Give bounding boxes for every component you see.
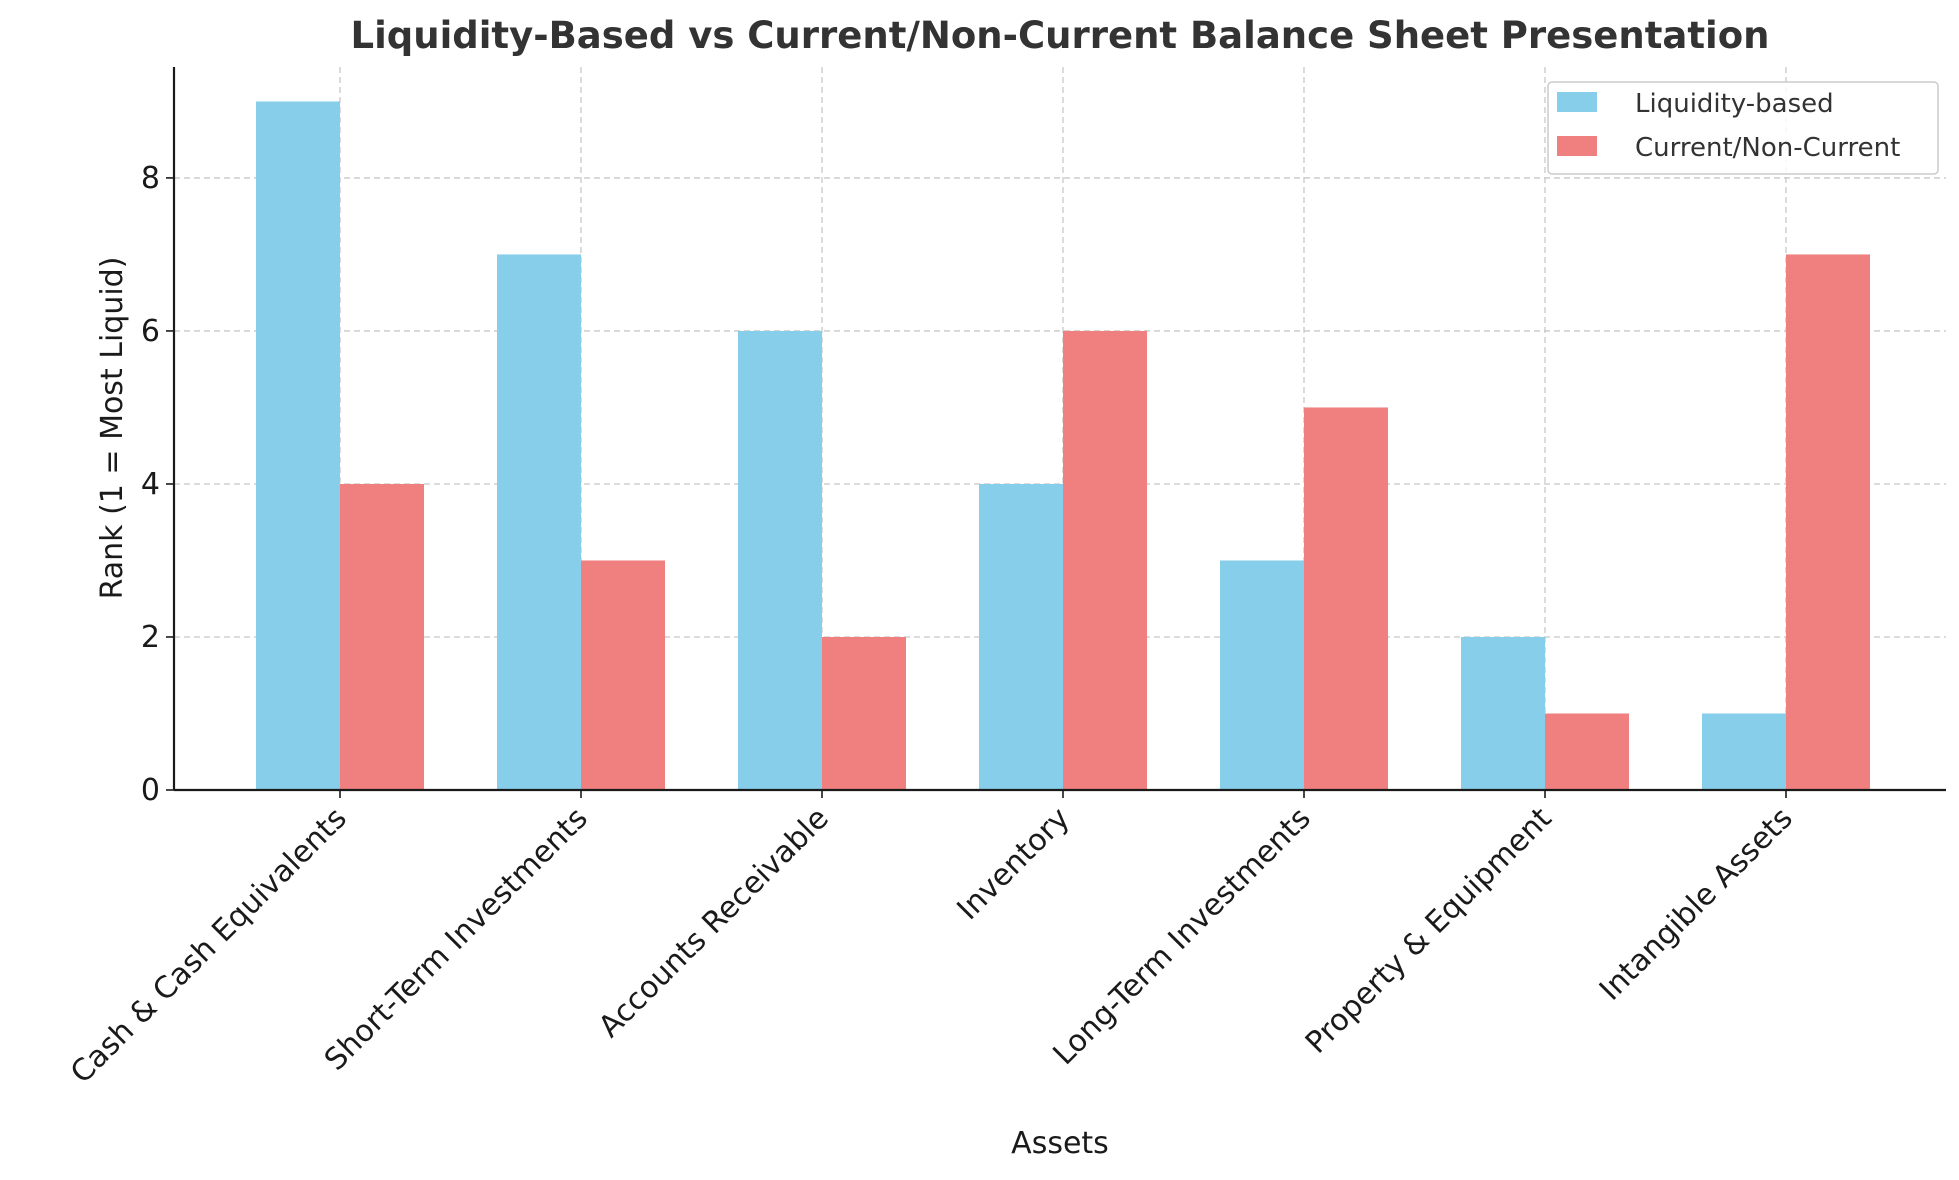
bar-liquidity-1 (497, 254, 581, 790)
y-tick-label-2: 4 (141, 467, 160, 502)
y-ticks: 0 2 4 6 8 (141, 161, 174, 808)
bar-liquidity-6 (1702, 713, 1786, 790)
y-axis-label: Rank (1 = Most Liquid) (95, 257, 130, 600)
bar-liquidity-5 (1461, 636, 1545, 790)
bar-current-noncurrent-3 (1063, 330, 1147, 790)
legend-label-current-noncurrent: Current/Non-Current (1635, 133, 1900, 163)
legend-box (1547, 81, 1939, 175)
x-tick-label-6: Intangible Assets (1593, 801, 1800, 1008)
chart-title: Liquidity-Based vs Current/Non-Current B… (351, 14, 1770, 57)
bar-current-noncurrent-6 (1786, 254, 1870, 790)
legend: Liquidity-based Current/Non-Current (1547, 81, 1939, 175)
y-tick-label-3: 6 (141, 314, 160, 349)
x-tick-label-1: Short-Term Investments (318, 801, 595, 1078)
bars (256, 101, 1870, 790)
bar-liquidity-3 (979, 483, 1063, 790)
bar-liquidity-4 (1220, 560, 1304, 790)
y-tick-label-1: 2 (141, 620, 160, 655)
x-tick-label-4: Long-Term Investments (1046, 801, 1317, 1072)
legend-label-liquidity: Liquidity-based (1635, 89, 1834, 119)
bar-current-noncurrent-0 (340, 483, 424, 790)
x-axis-label: Assets (1011, 1126, 1109, 1161)
x-tick-label-3: Inventory (951, 801, 1077, 927)
legend-swatch-liquidity (1557, 92, 1597, 112)
bar-current-noncurrent-2 (822, 636, 906, 790)
axes (172, 67, 1946, 792)
x-tick-label-0: Cash & Cash Equivalents (64, 801, 354, 1091)
bar-liquidity-0 (256, 101, 340, 790)
x-tick-label-2: Accounts Receivable (592, 801, 836, 1045)
bar-current-noncurrent-1 (581, 560, 665, 790)
bar-current-noncurrent-4 (1304, 407, 1388, 790)
bar-current-noncurrent-5 (1545, 713, 1629, 790)
legend-swatch-current-noncurrent (1557, 136, 1597, 156)
x-tick-label-5: Property & Equipment (1299, 801, 1559, 1061)
y-tick-label-0: 0 (141, 773, 160, 808)
bar-liquidity-2 (738, 330, 822, 790)
y-tick-label-4: 8 (141, 161, 160, 196)
